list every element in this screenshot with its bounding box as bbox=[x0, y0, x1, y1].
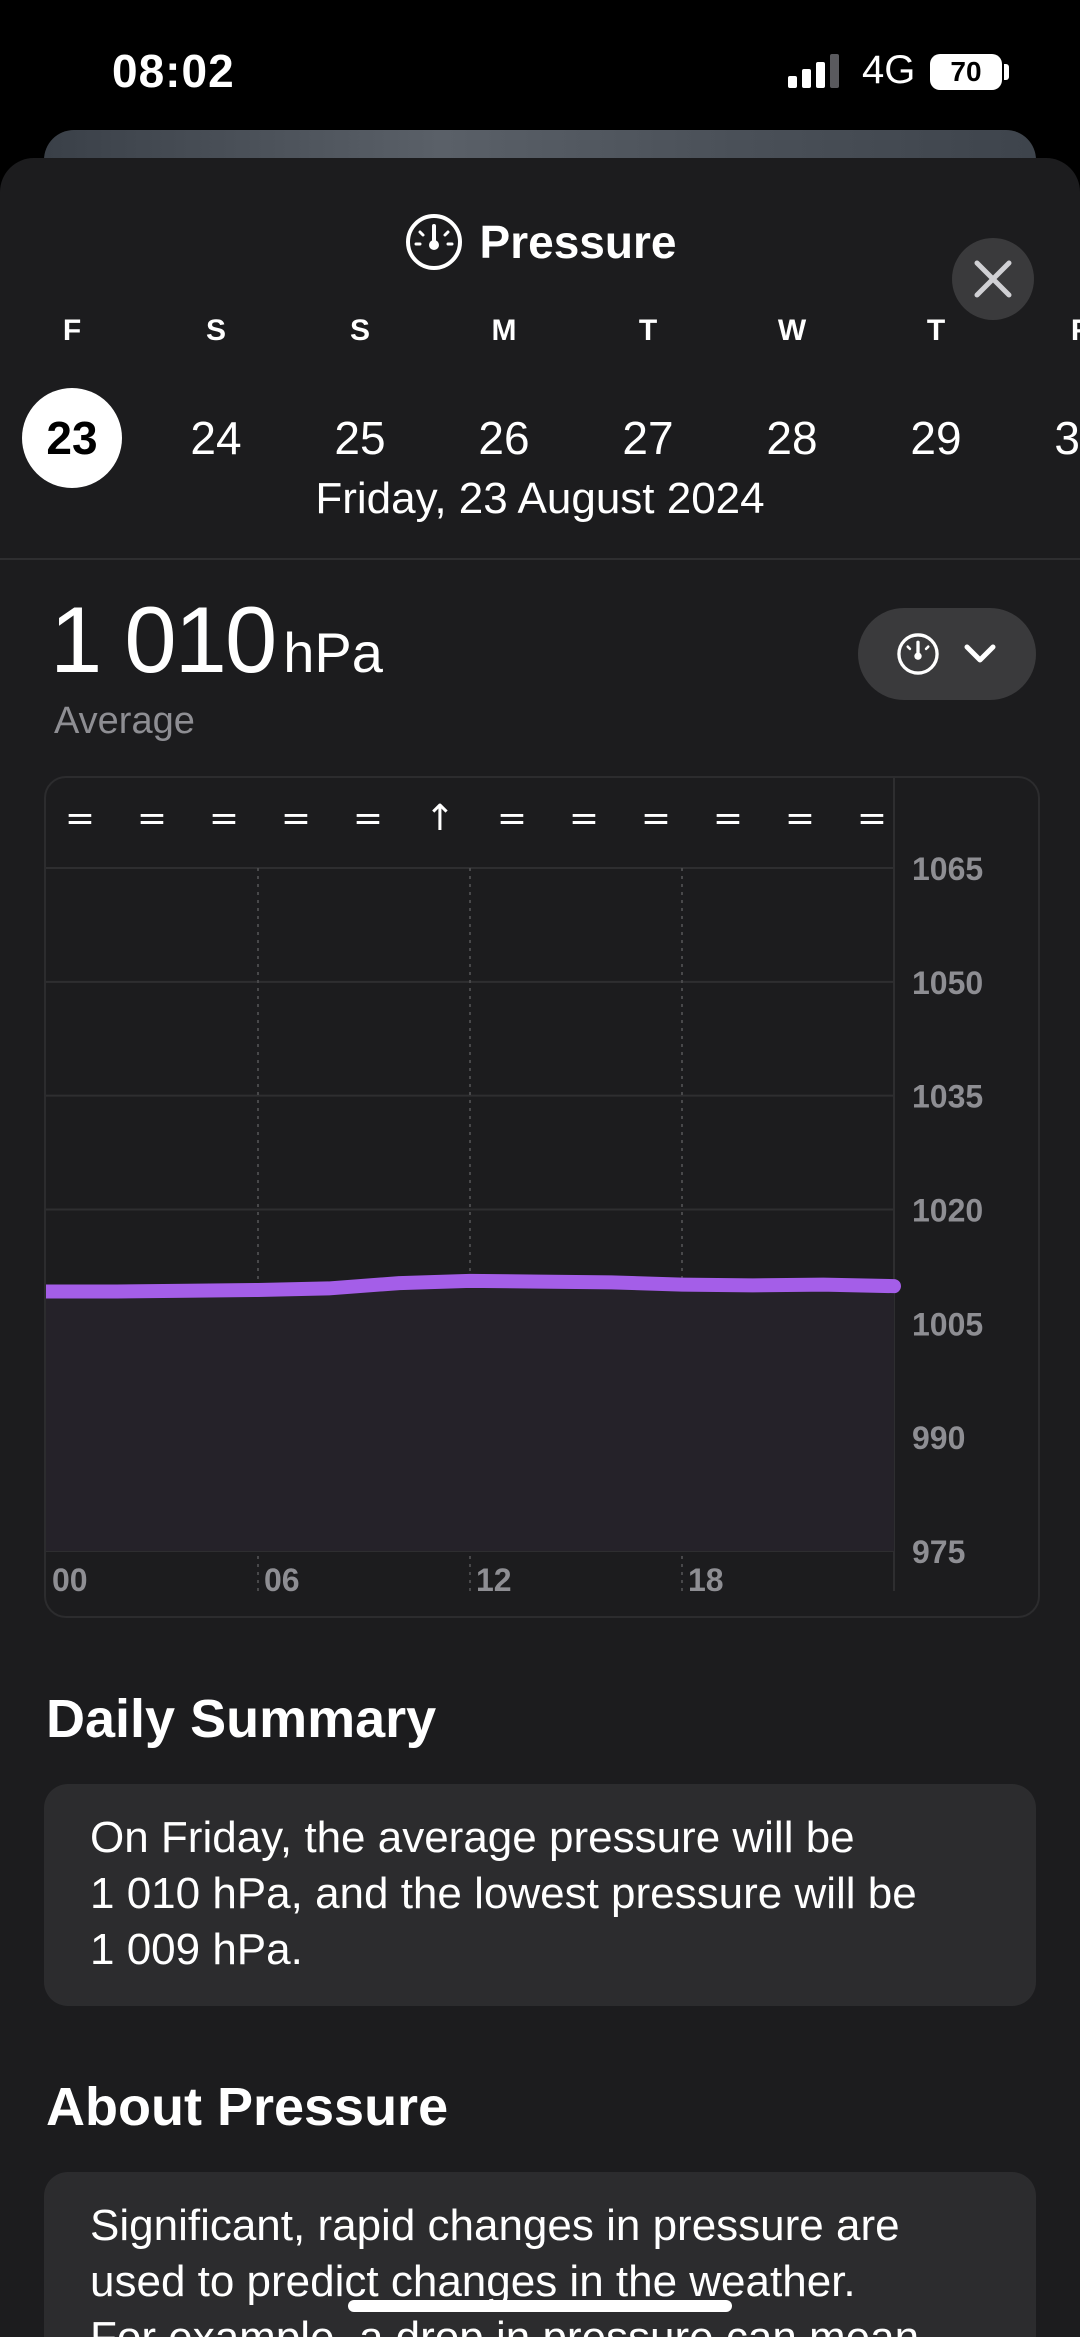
day-selector[interactable]: 27 bbox=[622, 412, 674, 464]
close-icon bbox=[974, 260, 1012, 298]
gauge-icon bbox=[897, 633, 939, 675]
pressure-area bbox=[46, 1280, 894, 1551]
sheet-header: Pressure bbox=[0, 202, 1080, 320]
trend-symbol: = bbox=[641, 798, 671, 839]
y-tick-label: 1065 bbox=[912, 851, 983, 887]
divider bbox=[0, 558, 1080, 560]
pressure-line bbox=[46, 1273, 901, 1299]
day-letter: W bbox=[777, 314, 807, 347]
pressure-sheet: Pressure F S S M T W T F 23 24 25 26 27 … bbox=[0, 158, 1080, 2337]
summary-line: 1 010 hPa, and the lowest pressure will … bbox=[90, 1869, 917, 1918]
about-pressure-card: Significant, rapid changes in pressure a… bbox=[44, 2172, 1036, 2337]
pressure-chart: 1065 1050 1035 1020 1005 990 975 00 06 12 18 = = = = = ↑… bbox=[46, 778, 983, 1598]
trend-symbol: = bbox=[65, 798, 95, 839]
day-selector[interactable]: 30 bbox=[1054, 412, 1080, 464]
title-group: Pressure bbox=[0, 202, 1080, 282]
trend-symbol: = bbox=[785, 798, 815, 839]
network-type: 4G bbox=[862, 48, 916, 92]
pressure-reading: 1 010 hPa bbox=[50, 586, 383, 694]
battery-indicator: 70 bbox=[930, 54, 1002, 90]
day-selector[interactable]: 24 bbox=[190, 412, 242, 464]
day-letter: F bbox=[1070, 314, 1080, 347]
about-line: used to predict changes in the weather. bbox=[90, 2257, 856, 2306]
y-tick-label: 990 bbox=[912, 1420, 965, 1456]
day-letter: F bbox=[62, 314, 82, 347]
daily-summary-text: On Friday, the average pressure will be … bbox=[90, 1810, 1000, 1978]
day-selector-selected[interactable]: 23 bbox=[22, 388, 122, 488]
selected-date: Friday, 23 August 2024 bbox=[315, 474, 765, 523]
x-tick-label: 12 bbox=[476, 1562, 512, 1598]
x-tick-label: 00 bbox=[52, 1562, 88, 1598]
x-tick-label: 06 bbox=[264, 1562, 300, 1598]
day-selector[interactable]: 26 bbox=[478, 412, 530, 464]
day-selector[interactable]: 29 bbox=[910, 412, 962, 464]
day-letter: T bbox=[926, 314, 946, 347]
trend-symbol: = bbox=[137, 798, 167, 839]
day-letter: T bbox=[638, 314, 658, 347]
trend-symbol: = bbox=[713, 798, 743, 839]
trend-symbol: = bbox=[281, 798, 311, 839]
trend-symbol: = bbox=[497, 798, 527, 839]
reading-value: 1 010 bbox=[50, 587, 277, 692]
trend-symbol: = bbox=[353, 798, 383, 839]
y-tick-label: 1050 bbox=[912, 965, 983, 1001]
y-tick-label: 1005 bbox=[912, 1306, 983, 1342]
daily-summary-card: On Friday, the average pressure will be … bbox=[44, 1784, 1036, 2006]
day-letter: S bbox=[205, 314, 226, 347]
battery-tip bbox=[1004, 64, 1009, 80]
y-tick-label: 1035 bbox=[912, 1079, 983, 1115]
gauge-icon bbox=[405, 214, 462, 270]
y-tick-label: 975 bbox=[912, 1534, 965, 1570]
summary-line: On Friday, the average pressure will be bbox=[90, 1813, 855, 1862]
about-pressure-heading: About Pressure bbox=[46, 2077, 449, 2137]
day-selector[interactable]: 28 bbox=[766, 412, 818, 464]
chevron-down-icon bbox=[964, 644, 996, 663]
about-line: For example, a drop in pressure can mean bbox=[90, 2310, 1000, 2337]
status-bar: 08:02 4G 70 bbox=[0, 0, 1080, 140]
sheet-title: Pressure bbox=[479, 216, 677, 268]
reading-unit: hPa bbox=[283, 621, 383, 684]
about-pressure-text: Significant, rapid changes in pressure a… bbox=[90, 2198, 1000, 2337]
metric-switcher-button[interactable] bbox=[858, 608, 1036, 700]
close-button[interactable] bbox=[952, 238, 1034, 320]
reading-label: Average bbox=[54, 700, 195, 742]
x-tick-label: 18 bbox=[688, 1562, 724, 1598]
home-indicator[interactable] bbox=[348, 2300, 732, 2312]
day-letter: S bbox=[349, 314, 370, 347]
day-selector[interactable]: 25 bbox=[334, 412, 386, 464]
summary-line: 1 009 hPa. bbox=[90, 1925, 303, 1974]
trend-symbol: ↑ bbox=[425, 798, 455, 839]
day-letter: M bbox=[491, 314, 517, 347]
daily-summary-heading: Daily Summary bbox=[46, 1689, 437, 1749]
cellular-signal-icon bbox=[788, 54, 839, 88]
trend-symbol: = bbox=[857, 798, 887, 839]
y-tick-label: 1020 bbox=[912, 1193, 983, 1229]
pressure-chart-card: 1065 1050 1035 1020 1005 990 975 00 06 12 18 = = = = = ↑… bbox=[44, 776, 1040, 1618]
status-time: 08:02 bbox=[112, 45, 235, 97]
trend-symbol: = bbox=[569, 798, 599, 839]
about-line: Significant, rapid changes in pressure a… bbox=[90, 2201, 900, 2250]
trend-symbol: = bbox=[209, 798, 239, 839]
